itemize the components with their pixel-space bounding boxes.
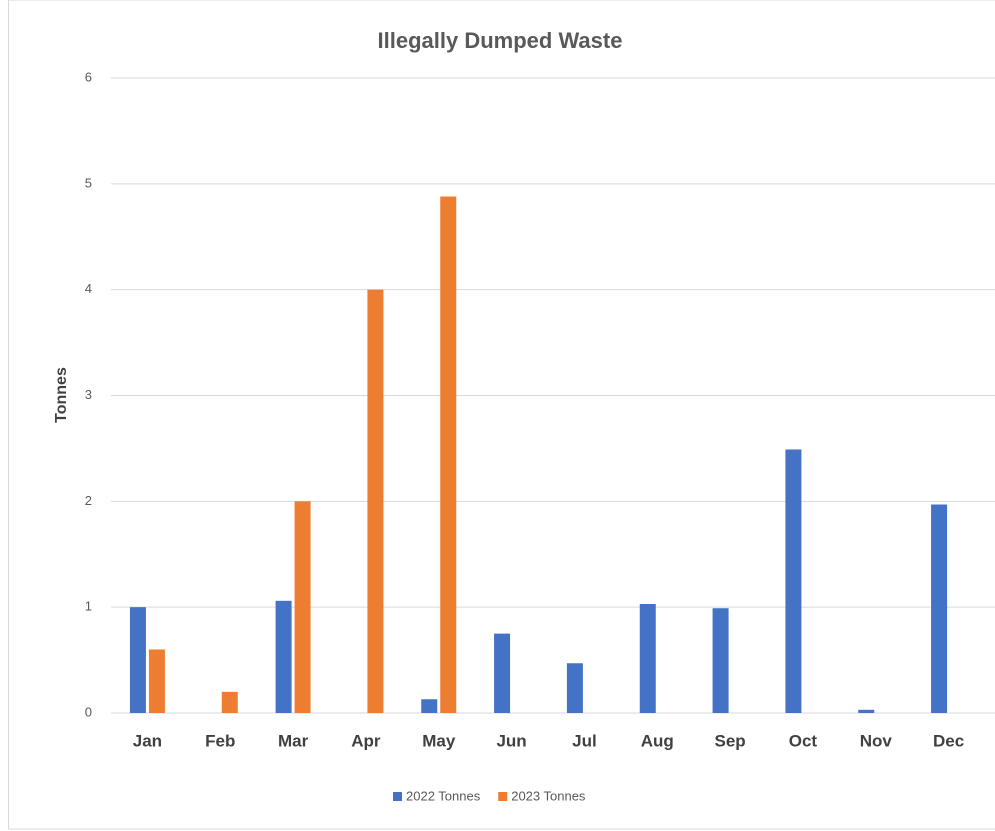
x-tick-label: Feb: [205, 731, 235, 750]
y-tick-label: 6: [85, 69, 92, 84]
x-tick-label: May: [422, 731, 456, 750]
bar: [294, 501, 311, 713]
bar: [221, 691, 238, 713]
x-tick-label: Apr: [351, 731, 381, 750]
bar: [639, 603, 656, 713]
y-tick-label: 2: [85, 493, 92, 508]
y-tick-label: 3: [85, 387, 92, 402]
chart-frame: [8, 0, 995, 830]
x-tick-label: Aug: [641, 731, 674, 750]
bar: [440, 196, 457, 714]
bar: [129, 607, 146, 713]
bar: [421, 699, 438, 713]
bar: [785, 449, 802, 713]
x-tick-label: Jun: [496, 731, 526, 750]
legend-swatch: [498, 792, 508, 801]
y-tick-label: 4: [85, 281, 92, 296]
y-tick-label: 1: [85, 599, 92, 614]
x-tick-label: Mar: [278, 731, 309, 750]
bar: [367, 289, 384, 713]
bar: [566, 663, 583, 713]
x-tick-label: Jul: [572, 731, 597, 750]
bar: [494, 633, 511, 713]
y-tick-label: 5: [85, 175, 92, 190]
bar: [275, 600, 292, 713]
y-axis-label: Tonnes: [53, 367, 70, 423]
bar: [148, 649, 165, 713]
x-tick-label: Jan: [133, 731, 162, 750]
legend-label: 2023 Tonnes: [511, 788, 586, 803]
x-tick-label: Nov: [860, 731, 893, 750]
legend-swatch: [393, 792, 402, 801]
bar: [931, 504, 948, 713]
chart-title: Illegally Dumped Waste: [378, 28, 623, 53]
x-tick-label: Oct: [789, 731, 818, 750]
y-tick-label: 0: [85, 704, 92, 719]
x-tick-label: Dec: [933, 731, 964, 750]
bar: [858, 709, 875, 713]
x-tick-label: Sep: [714, 731, 745, 750]
legend-label: 2022 Tonnes: [406, 788, 481, 803]
bar: [712, 608, 729, 713]
